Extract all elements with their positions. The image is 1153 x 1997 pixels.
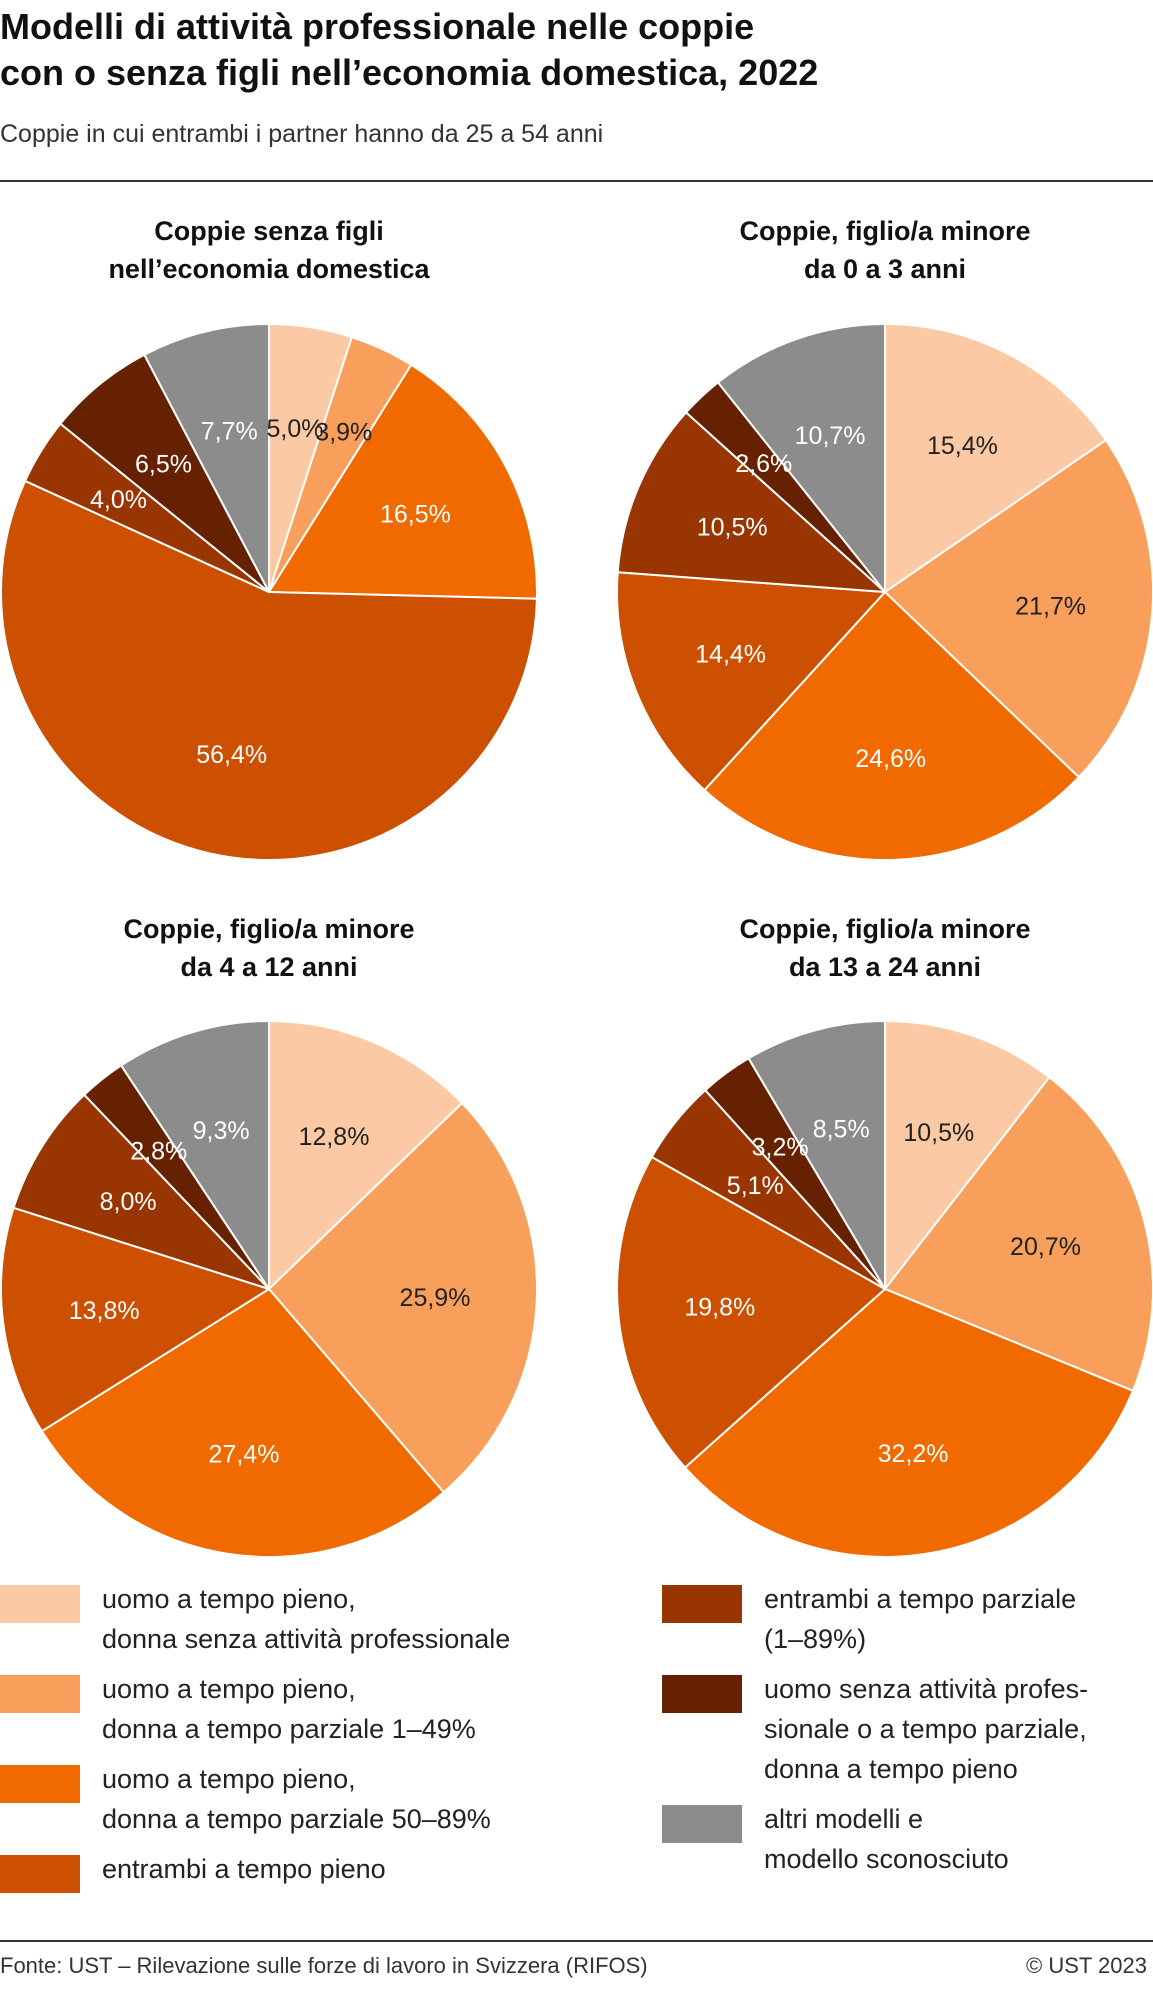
pie-slice: [0, 479, 538, 861]
pie-data-label: 25,9%: [400, 1284, 471, 1312]
legend-swatch: [0, 1855, 80, 1893]
pie-slice: [0, 1206, 270, 1433]
pie-data-label: 14,4%: [695, 641, 766, 669]
pie-data-label: 21,7%: [1015, 592, 1086, 620]
pie-slice: [716, 323, 886, 593]
pie-data-label: 2,6%: [735, 450, 792, 478]
pie-data-label: 19,8%: [684, 1294, 755, 1322]
pie-slice: [59, 353, 270, 593]
legend-item: uomo a tempo pieno, donna a tempo parzia…: [0, 1764, 491, 1839]
pie-data-label: 6,5%: [135, 451, 192, 479]
legend-item: entrambi a tempo parziale (1–89%): [662, 1584, 1076, 1659]
bottom-divider: [0, 1940, 1153, 1942]
chart-title: Modelli di attività professionale nelle …: [0, 6, 819, 93]
legend-swatch: [662, 1675, 742, 1713]
pie-data-label: 10,7%: [795, 422, 866, 450]
pie-data-label: 27,4%: [209, 1440, 280, 1468]
pie-data-label: 10,5%: [903, 1119, 974, 1147]
chart-subtitle: Coppie in cui entrambi i partner hanno d…: [0, 120, 604, 148]
pie-title: da 13 a 24 anni: [789, 952, 981, 982]
top-divider: [0, 180, 1153, 182]
legend-label: uomo senza attività profes- sionale o a …: [764, 1674, 1089, 1784]
pie-slice: [12, 1093, 270, 1290]
pie-data-label: 32,2%: [878, 1440, 949, 1468]
legend-item: uomo a tempo pieno, donna a tempo parzia…: [0, 1674, 476, 1749]
legend-label: altri modelli e modello sconosciuto: [764, 1804, 1009, 1874]
pie-data-label: 20,7%: [1010, 1233, 1081, 1261]
pie-data-label: 8,0%: [100, 1188, 157, 1216]
source-note: Fonte: UST – Rilevazione sulle forze di …: [0, 1953, 648, 1978]
pie-title: da 4 a 12 anni: [180, 952, 357, 982]
pie-title: Coppie senza figli: [154, 216, 384, 246]
pie-title: Coppie, figlio/a minore: [123, 914, 414, 944]
pie-data-label: 24,6%: [855, 745, 926, 773]
pie-slice: [143, 323, 270, 593]
pie-data-label: 4,0%: [90, 486, 147, 514]
pie-data-label: 56,4%: [196, 741, 267, 769]
legend-label: uomo a tempo pieno, donna a tempo parzia…: [102, 1674, 476, 1744]
pie-data-label: 3,2%: [752, 1134, 809, 1162]
legend-label: uomo a tempo pieno, donna senza attività…: [102, 1584, 511, 1654]
pie-data-label: 16,5%: [380, 500, 451, 528]
pie-data-label: 2,8%: [130, 1138, 187, 1166]
legend-swatch: [662, 1585, 742, 1623]
pie-slice: [684, 1288, 1134, 1558]
legend-item: uomo senza attività profes- sionale o a …: [662, 1674, 1088, 1789]
pie-slice: [120, 1020, 270, 1290]
legend-item: entrambi a tempo pieno: [0, 1854, 386, 1893]
pie-data-label: 5,1%: [727, 1172, 784, 1200]
pie-slice: [616, 411, 886, 593]
pie-slice: [884, 1020, 1051, 1290]
pie-data-label: 9,3%: [193, 1117, 250, 1145]
legend-swatch: [662, 1805, 742, 1843]
legend-swatch: [0, 1765, 80, 1803]
pie-chart: Coppie, figlio/a minore da 13 a 24 anni 10…: [616, 914, 1153, 1558]
pie-data-label: 12,8%: [299, 1123, 370, 1151]
pie-data-label: 8,5%: [813, 1116, 870, 1144]
pie-slice: [268, 1102, 538, 1494]
pie-title: Coppie, figlio/a minore: [739, 216, 1030, 246]
pie-chart: Coppie, figlio/a minore da 4 a 12 anni 12,…: [0, 914, 538, 1559]
pie-slice: [40, 1288, 445, 1559]
pie-slice: [268, 363, 538, 600]
copyright: © UST 2023: [1026, 1953, 1147, 1978]
pie-data-label: 13,8%: [69, 1297, 140, 1325]
pie-data-label: 3,9%: [315, 419, 372, 447]
pie-data-label: 7,7%: [201, 418, 258, 446]
pie-slice: [268, 1020, 464, 1290]
legend-label: uomo a tempo pieno, donna a tempo parzia…: [102, 1764, 491, 1834]
pie-data-label: 10,5%: [697, 514, 768, 542]
pie-title: nell’economia domestica: [108, 254, 430, 284]
pie-slice: [884, 439, 1153, 779]
pie-slice: [616, 571, 886, 792]
legend-swatch: [0, 1585, 80, 1623]
legend-label: entrambi a tempo pieno: [102, 1854, 386, 1884]
pie-data-label: 15,4%: [927, 432, 998, 460]
pie-title: Coppie, figlio/a minore: [739, 914, 1030, 944]
legend-item: uomo a tempo pieno, donna senza attività…: [0, 1584, 510, 1659]
pie-slice: [703, 591, 1080, 861]
pie-slice: [884, 323, 1107, 593]
pie-chart: Coppie, figlio/a minore da 0 a 3 anni 15,4…: [616, 216, 1153, 861]
legend: uomo a tempo pieno, donna senza attività…: [0, 1584, 1153, 1895]
pie-data-label: 5,0%: [267, 415, 324, 443]
pie-slice: [616, 1155, 886, 1469]
pie-chart: Coppie senza figli nell’economia domestic…: [0, 216, 538, 861]
pie-title: da 0 a 3 anni: [804, 254, 966, 284]
pie-slice: [747, 1020, 886, 1290]
pie-slice: [884, 1076, 1153, 1392]
legend-label: entrambi a tempo parziale (1–89%): [764, 1584, 1077, 1654]
legend-item: altri modelli e modello sconosciuto: [662, 1804, 1009, 1879]
legend-swatch: [0, 1675, 80, 1713]
